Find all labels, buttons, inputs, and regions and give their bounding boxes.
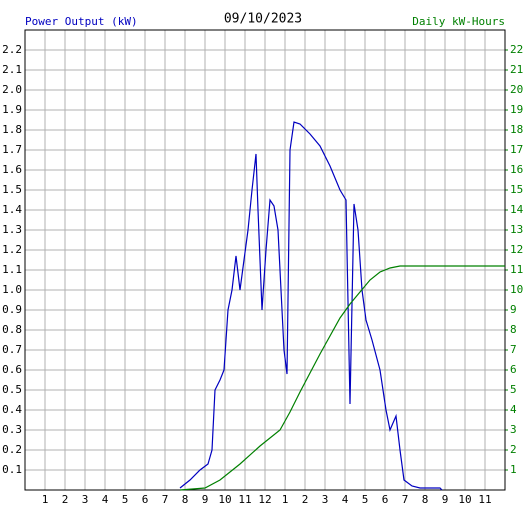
plot-border [24,29,506,491]
y2-tick-label: 12 [510,243,523,256]
x-tick-label: 5 [362,493,369,506]
y-tick-label: 1.8 [2,123,22,136]
y2-tick-label: 1 [510,463,517,476]
y2-tick-label: 19 [510,103,523,116]
y-tick-label: 1.7 [2,143,22,156]
y-tick-label: 0.8 [2,323,22,336]
y-tick-label: 1.1 [2,263,22,276]
y-tick-label: 0.9 [2,303,22,316]
x-tick-label: 7 [162,493,169,506]
x-tick-label: 2 [302,493,309,506]
series-line [179,121,443,491]
x-tick-label: 9 [202,493,209,506]
y-tick-label: 1.0 [2,283,22,296]
x-tick-label: 4 [342,493,349,506]
y2-tick-label: 7 [510,343,517,356]
y-tick-label: 0.6 [2,363,22,376]
y2-tick-label: 11 [510,263,523,276]
y2-tick-label: 4 [510,403,517,416]
x-tick-label: 11 [238,493,251,506]
y-tick-label: 2.2 [2,43,22,56]
y2-tick-label: 2 [510,443,517,456]
y2-tick-label: 14 [510,203,524,216]
y2-tick-label: 20 [510,83,523,96]
y2-tick-label: 13 [510,223,523,236]
x-tick-label: 11 [478,493,491,506]
x-tick-label: 4 [102,493,109,506]
x-tick-label: 8 [182,493,189,506]
y2-tick-label: 10 [510,283,523,296]
y2-tick-label: 17 [510,143,523,156]
y-tick-label: 0.4 [2,403,22,416]
y-axis-label: Power Output (kW) [25,15,138,28]
x-tick-label: 7 [402,493,409,506]
y2-tick-label: 9 [510,303,517,316]
x-tick-label: 2 [62,493,69,506]
x-tick-label: 6 [382,493,389,506]
y2-tick-label: 6 [510,363,517,376]
y-tick-label: 1.9 [2,103,22,116]
x-tick-label: 10 [218,493,231,506]
y-tick-label: 1.3 [2,223,22,236]
x-tick-label: 9 [442,493,449,506]
y2-tick-label: 15 [510,183,523,196]
y-tick-label: 0.1 [2,463,22,476]
y-tick-label: 0.3 [2,423,22,436]
y2-tick-label: 22 [510,43,523,56]
y-tick-label: 1.5 [2,183,22,196]
chart-title: 09/10/2023 [224,12,302,27]
y2-axis-label: Daily kW-Hours [412,15,505,28]
x-tick-label: 3 [322,493,329,506]
x-tick-label: 6 [142,493,149,506]
x-tick-label: 5 [122,493,129,506]
x-tick-label: 10 [458,493,471,506]
y2-tick-label: 16 [510,163,523,176]
x-tick-label: 8 [422,493,429,506]
y2-tick-label: 8 [510,323,517,336]
y2-tick-label: 21 [510,63,523,76]
series-line [179,265,505,491]
x-tick-label: 12 [258,493,271,506]
y-tick-label: 1.2 [2,243,22,256]
y-tick-label: 0.7 [2,343,22,356]
y-tick-label: 1.6 [2,163,22,176]
y-tick-label: 1.4 [2,203,22,216]
x-tick-label: 1 [282,493,289,506]
x-tick-label: 3 [82,493,89,506]
y2-tick-label: 18 [510,123,523,136]
x-tick-label: 1 [42,493,49,506]
y-tick-label: 2.1 [2,63,22,76]
y-tick-label: 0.2 [2,443,22,456]
y2-tick-label: 5 [510,383,517,396]
y2-tick-label: 3 [510,423,517,436]
y-tick-label: 2.0 [2,83,22,96]
y-tick-label: 0.5 [2,383,22,396]
